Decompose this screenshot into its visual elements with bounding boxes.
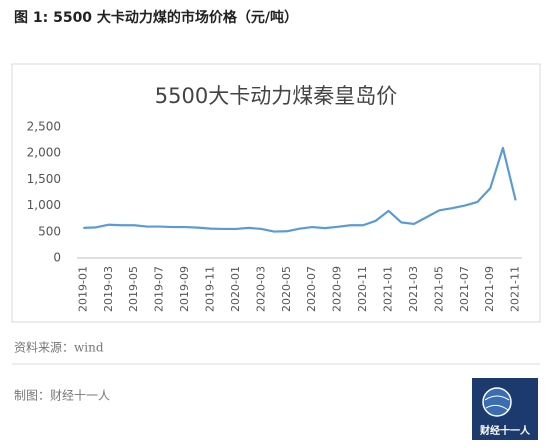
credit-note: 制图：财经十一人 <box>14 389 110 403</box>
x-tick-label: 2021-09 <box>483 266 496 312</box>
figure-caption: 图 1: 5500 大卡动力煤的市场价格（元/吨） <box>14 9 298 26</box>
x-tick-label: 2020-09 <box>331 266 344 312</box>
logo-text: 财经十一人 <box>479 424 531 437</box>
x-tick-label: 2020-03 <box>254 266 267 312</box>
x-tick-label: 2019-05 <box>127 266 140 312</box>
x-tick-label: 2019-01 <box>76 266 89 312</box>
y-tick-label: 1,000 <box>27 198 61 212</box>
chart-frame <box>11 63 541 323</box>
chart-title: 5500大卡动力煤秦皇岛价 <box>155 84 397 108</box>
logo: 财经十一人 <box>472 378 538 440</box>
x-tick-label: 2020-11 <box>356 266 369 312</box>
x-tick-label: 2019-03 <box>102 266 115 312</box>
logo-globe <box>482 387 512 417</box>
x-tick-label: 2021-01 <box>382 266 395 312</box>
y-tick-label: 0 <box>53 251 61 265</box>
x-tick-label: 2020-01 <box>229 266 242 312</box>
y-tick-label: 500 <box>38 224 61 238</box>
y-tick-label: 2,500 <box>27 120 61 134</box>
y-tick-label: 2,000 <box>27 146 61 160</box>
x-tick-label: 2021-03 <box>407 266 420 312</box>
x-tick-label: 2021-07 <box>458 266 471 312</box>
source-note: 资料来源：wind <box>14 341 104 355</box>
logo-lines <box>484 395 510 411</box>
x-tick-label: 2020-07 <box>305 266 318 312</box>
x-tick-label: 2019-11 <box>204 266 217 312</box>
y-tick-label: 1,500 <box>27 172 61 186</box>
x-tick-label: 2019-09 <box>178 266 191 312</box>
x-tick-label: 2019-07 <box>153 266 166 312</box>
x-tick-label: 2021-11 <box>509 266 522 312</box>
x-tick-label: 2020-05 <box>280 266 293 312</box>
x-tick-label: 2021-05 <box>432 266 445 312</box>
series-line <box>83 146 517 233</box>
